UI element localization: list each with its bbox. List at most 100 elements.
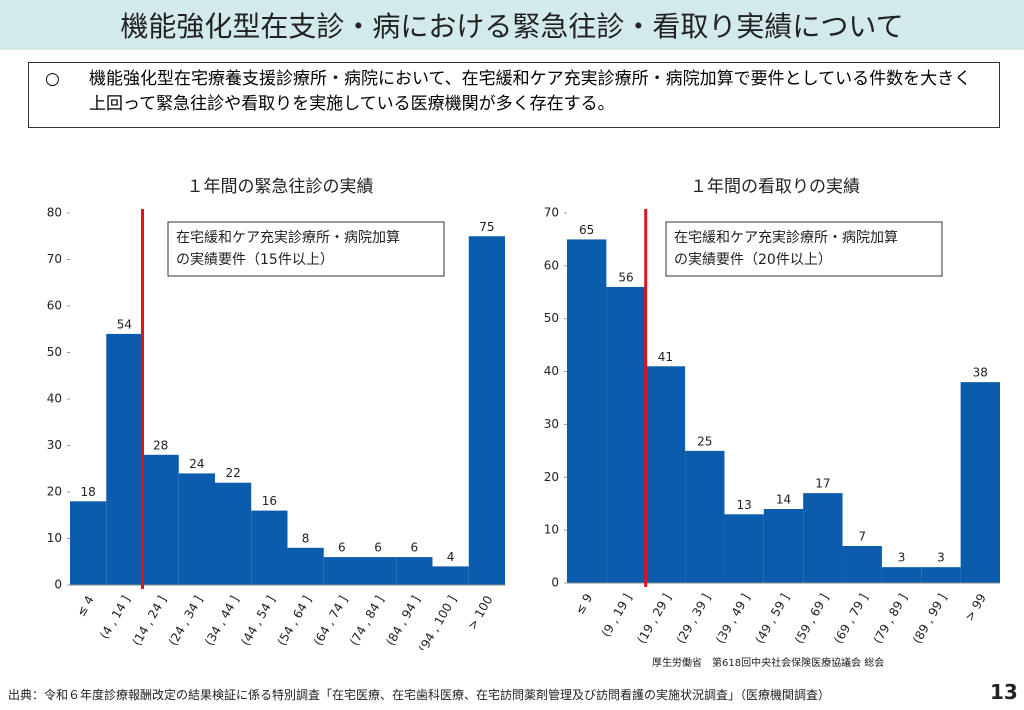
bar — [468, 236, 505, 585]
bar — [142, 454, 179, 585]
source: 厚生労働省 第618回中央社会保険医療協議会 総会 — [652, 658, 885, 669]
y-tick-label: 40 — [544, 364, 559, 378]
y-tick-label: 60 — [544, 258, 559, 272]
x-tick-label: (94 , 100 ] — [416, 593, 460, 650]
data-label: 3 — [937, 551, 945, 565]
x-tick-label: (24 , 34 ] — [166, 593, 206, 648]
x-tick-label: (84 , 94 ] — [383, 593, 423, 648]
data-label: 28 — [153, 438, 168, 452]
x-tick-label: (44 , 54 ] — [238, 593, 278, 648]
y-tick-label: 50 — [47, 345, 62, 359]
x-tick-label: (59 , 69 ] — [792, 591, 832, 646]
y-tick-label: 30 — [47, 438, 62, 452]
data-label: 22 — [225, 466, 240, 480]
data-label: 6 — [411, 541, 419, 555]
y-tick-label: 10 — [47, 531, 62, 545]
bar — [106, 333, 143, 585]
bar — [251, 510, 288, 585]
data-label: 24 — [189, 457, 204, 471]
header-title: 機能強化型在支診・病における緊急往診・看取り実績について — [0, 0, 1024, 50]
x-tick-label: (79 , 89 ] — [871, 591, 911, 646]
bar — [287, 547, 324, 585]
y-tick-label: 40 — [47, 392, 62, 406]
y-tick-label: 20 — [47, 485, 62, 499]
chart-title: １年間の緊急往診の実績 — [187, 177, 374, 197]
bar — [645, 366, 686, 583]
x-tick-label: (54 , 64 ] — [275, 593, 315, 648]
page-number: 13 — [990, 680, 1018, 704]
y-tick-label: 0 — [54, 578, 62, 592]
bar — [323, 557, 360, 585]
bullet: ○ — [45, 69, 60, 89]
y-tick-label: 60 — [47, 299, 62, 313]
data-label: 8 — [302, 531, 310, 545]
data-label: 18 — [80, 485, 95, 499]
y-tick-label: 0 — [551, 576, 559, 590]
bar — [803, 493, 843, 583]
data-label: 6 — [374, 541, 382, 555]
y-tick-label: 70 — [544, 206, 559, 220]
x-tick-label: (39 , 49 ] — [713, 591, 753, 646]
data-label: 75 — [479, 220, 494, 234]
bar — [567, 239, 607, 583]
data-label: 54 — [117, 317, 132, 331]
data-label: 3 — [898, 551, 906, 565]
annotation-text: 在宅緩和ケア充実診療所・病院加算 — [176, 229, 400, 246]
data-label: 38 — [973, 366, 988, 380]
bar — [685, 450, 725, 583]
y-tick-label: 20 — [544, 470, 559, 484]
footer: 出典：令和６年度診療報酬改定の結果検証に係る特別調査「在宅医療、在宅歯科医療、在… — [8, 688, 831, 702]
chart-title: １年間の看取りの実績 — [690, 177, 860, 197]
data-label: 65 — [579, 223, 594, 237]
data-label: 41 — [658, 350, 673, 364]
x-tick-label: (4 , 14 ] — [97, 593, 133, 641]
y-tick-label: 70 — [47, 252, 62, 266]
bar — [606, 287, 646, 583]
x-tick-label: > 99 — [962, 591, 989, 623]
annotation-text: 在宅緩和ケア充実診療所・病院加算 — [674, 229, 898, 246]
x-tick-label: (19 , 29 ] — [634, 591, 674, 646]
annotation-box — [665, 221, 943, 277]
bar — [960, 382, 1000, 583]
x-tick-label: (34 , 44 ] — [202, 593, 242, 648]
x-tick-label: ≤ 9 — [572, 591, 595, 617]
y-tick-label: 80 — [47, 206, 62, 220]
bar — [881, 567, 922, 583]
annotation-box — [167, 221, 445, 277]
x-tick-label: (49 , 59 ] — [752, 591, 792, 646]
data-label: 13 — [736, 498, 751, 512]
bar — [178, 473, 215, 585]
x-tick-label: (29 , 39 ] — [674, 591, 714, 646]
x-tick-label: ≤ 4 — [74, 593, 97, 619]
bar — [360, 557, 397, 585]
y-tick-label: 50 — [544, 311, 559, 325]
bar — [70, 501, 107, 585]
data-label: 4 — [447, 550, 455, 564]
bar — [842, 546, 882, 583]
y-tick-label: 30 — [544, 417, 559, 431]
bar — [396, 557, 433, 585]
x-tick-label: (14 , 24 ] — [130, 593, 170, 648]
bar — [724, 514, 764, 583]
note-box: ○ 機能強化型在宅療養支援診療所・病院において、在宅緩和ケア充実診療所・病院加算… — [28, 62, 1000, 128]
annotation-text: の実績要件（15件以上） — [176, 252, 334, 268]
bar — [763, 509, 804, 583]
bar — [921, 567, 961, 583]
data-label: 7 — [858, 530, 866, 544]
data-label: 56 — [618, 271, 633, 285]
bar — [215, 482, 252, 585]
annotation-text: の実績要件（20件以上） — [674, 252, 832, 268]
data-label: 6 — [338, 541, 346, 555]
x-tick-label: (64 , 74 ] — [311, 593, 351, 648]
x-tick-label: (69 , 79 ] — [831, 591, 871, 646]
y-tick-label: 10 — [544, 523, 559, 537]
data-label: 17 — [815, 477, 830, 491]
x-tick-label: (89 , 99 ] — [910, 591, 950, 646]
data-label: 16 — [262, 494, 277, 508]
bar — [432, 566, 469, 585]
note-text: 機能強化型在宅療養支援診療所・病院において、在宅緩和ケア充実診療所・病院加算で要… — [89, 69, 972, 114]
x-tick-label: (74 , 84 ] — [347, 593, 387, 648]
data-label: 25 — [697, 434, 712, 448]
